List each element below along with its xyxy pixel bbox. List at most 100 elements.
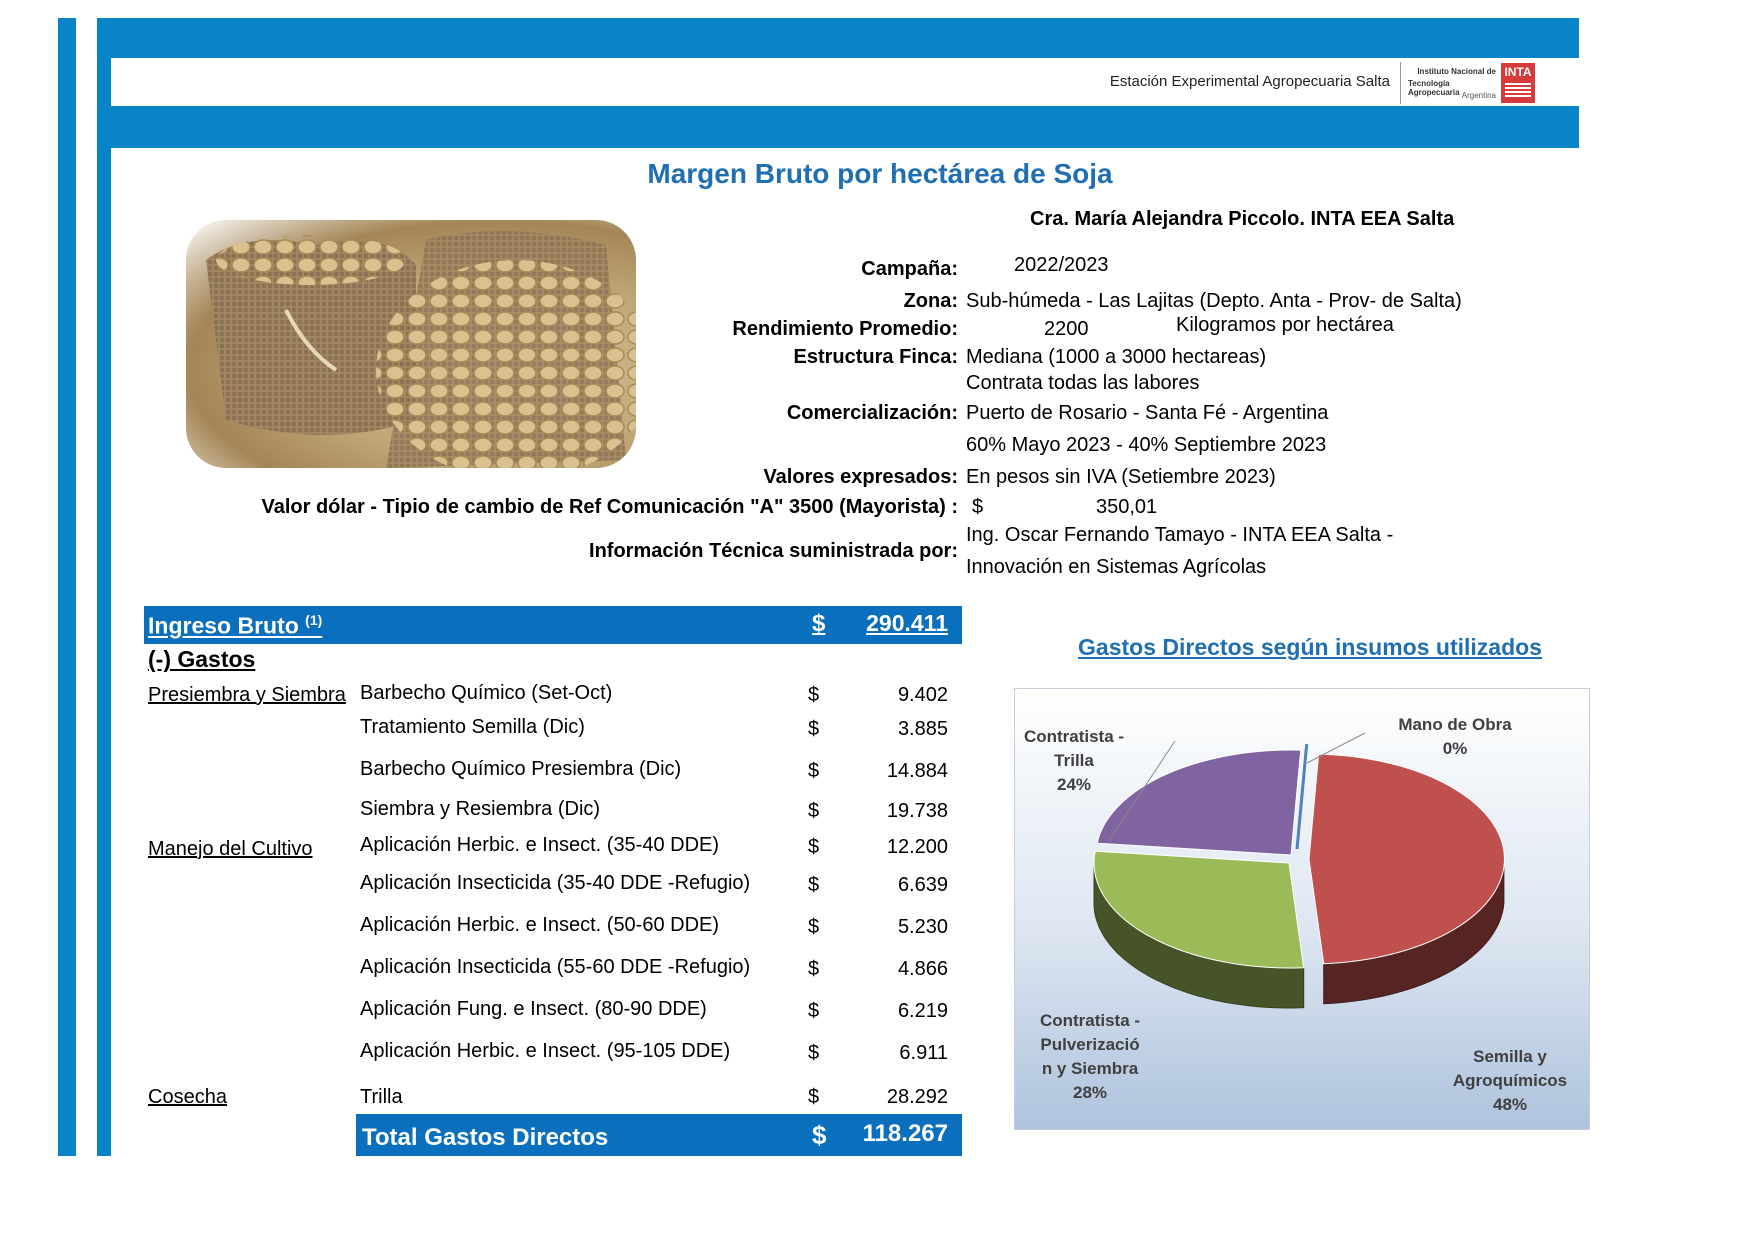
expense-item-symbol: $ (808, 1042, 820, 1064)
expense-item-label: Siembra y Resiembra (Dic) (360, 798, 601, 820)
gastos-heading: (-) Gastos (148, 646, 256, 672)
expense-item-label: Aplicación Herbic. e Insect. (50-60 DDE) (360, 914, 720, 936)
category-manejo: Manejo del Cultivo (148, 838, 313, 860)
expense-item-symbol: $ (808, 800, 820, 822)
expense-item-symbol: $ (808, 718, 820, 740)
ingreso-bruto-value: 290.411 (866, 610, 948, 636)
pie-slice (1295, 743, 1309, 850)
expense-item-symbol: $ (808, 1086, 820, 1108)
header-bottom-bar (97, 106, 1579, 148)
expense-item-value: 3.885 (897, 718, 948, 740)
tecnica-label: Información Técnica suministrada por: (589, 540, 958, 562)
valores-label: Valores expresados: (763, 466, 958, 488)
expense-item-symbol: $ (808, 916, 820, 938)
expense-item-value: 9.402 (897, 684, 948, 706)
total-gastos-bar: Total Gastos Directos $ 118.267 (356, 1114, 962, 1156)
expense-item-label: Aplicación Herbic. e Insect. (35-40 DDE) (360, 834, 720, 856)
left-border-bar-outer (58, 18, 76, 1156)
pie-slice (1093, 850, 1305, 969)
chart-title: Gastos Directos según insumos utilizados (1078, 634, 1542, 660)
expense-item-label: Tratamiento Semilla (Dic) (360, 716, 585, 738)
soybean-sacks-photo (186, 220, 636, 468)
comercializacion-value-1: Puerto de Rosario - Santa Fé - Argentina (966, 402, 1329, 424)
expense-item-label: Aplicación Herbic. e Insect. (95-105 DDE… (360, 1040, 731, 1062)
category-presiembra: Presiembra y Siembra (148, 684, 346, 706)
expense-item-label: Trilla (360, 1086, 403, 1108)
inta-logo-mark-text: INTA (1504, 65, 1532, 79)
expense-item-label: Barbecho Químico Presiembra (Dic) (360, 758, 682, 780)
campana-label: Campaña: (861, 258, 958, 280)
pie-leader-line (1109, 740, 1176, 840)
valores-value: En pesos sin IVA (Setiembre 2023) (966, 466, 1276, 488)
expense-item-value: 12.200 (886, 836, 948, 858)
header-divider (1400, 62, 1401, 104)
expense-item-label: Aplicación Insecticida (35-40 DDE -Refug… (360, 872, 751, 894)
pie-slice (1308, 753, 1505, 965)
pie-label-line: 48% (1492, 1095, 1528, 1114)
expense-item-value: 6.911 (899, 1042, 948, 1064)
logo-text-line-2: Tecnología Agropecuaria (1408, 79, 1460, 97)
logo-text-line-1: Instituto Nacional de (1417, 67, 1496, 76)
pie-label-line: 0% (1442, 739, 1468, 758)
ingreso-bruto-footnote: (1) (305, 612, 323, 628)
pie-chart-panel: Contratista - Trilla 24% Mano de Obra 0%… (1014, 688, 1590, 1130)
rendimiento-unit: Kilogramos por hectárea (1176, 314, 1394, 336)
zona-value: Sub-húmeda - Las Lajitas (Depto. Anta - … (966, 290, 1462, 312)
dolar-value: 350,01 (1096, 496, 1158, 518)
expense-item-value: 5.230 (897, 916, 948, 938)
comercializacion-value-2: 60% Mayo 2023 - 40% Septiembre 2023 (966, 434, 1327, 456)
header-station-name: Estación Experimental Agropecuaria Salta (1109, 73, 1390, 90)
pie-label-line: n y Siembra (1041, 1059, 1139, 1078)
pie-label-semilla: Semilla y Agroquímicos 48% (1445, 1045, 1575, 1117)
inta-logo-stripes (1505, 83, 1531, 99)
page-title: Margen Bruto por hectárea de Soja (647, 158, 1113, 189)
header-top-bar (97, 18, 1579, 58)
left-border-bar-inner (97, 18, 111, 1156)
comercializacion-label: Comercialización: (786, 402, 958, 424)
expense-item-label: Aplicación Insecticida (55-60 DDE -Refug… (360, 956, 751, 978)
expense-item-value: 4.866 (897, 958, 948, 980)
zona-label: Zona: (903, 290, 958, 312)
expense-item-label: Barbecho Químico (Set-Oct) (360, 682, 613, 704)
author: Cra. María Alejandra Piccolo. INTA EEA S… (1030, 208, 1455, 230)
expense-item-symbol: $ (808, 874, 820, 896)
category-cosecha: Cosecha (148, 1086, 227, 1108)
pie-label-line: Contratista - (1039, 1011, 1141, 1030)
inta-logo: Instituto Nacional de Tecnología Agropec… (1408, 62, 1538, 104)
ingreso-bruto-bar: Ingreso Bruto (1) $ 290.411 (144, 606, 962, 644)
estructura-value-2: Contrata todas las labores (966, 372, 1200, 394)
pie-slice (1096, 749, 1302, 856)
expense-item-value: 28.292 (886, 1086, 948, 1108)
expense-item-symbol: $ (808, 836, 820, 858)
expense-item-symbol: $ (808, 958, 820, 980)
pie-label-pulverizacion: Contratista - Pulverizació n y Siembra 2… (1035, 1009, 1145, 1105)
rendimiento-label: Rendimiento Promedio: (732, 318, 958, 340)
expense-item-symbol: $ (808, 684, 820, 706)
expense-item-value: 6.639 (897, 874, 948, 896)
ingreso-bruto-text: Ingreso Bruto (148, 612, 299, 639)
expense-item-symbol: $ (808, 760, 820, 782)
pie-leader-line (1306, 732, 1366, 764)
pie-label-line: 24% (1056, 775, 1092, 794)
expense-item-symbol: $ (808, 1000, 820, 1022)
estructura-value-1: Mediana (1000 a 3000 hectareas) (966, 346, 1267, 368)
expense-item-value: 14.884 (886, 760, 948, 782)
pie-label-trilla: Contratista - Trilla 24% (1019, 725, 1129, 797)
pie-label-line: Agroquímicos (1452, 1071, 1568, 1090)
estructura-label: Estructura Finca: (793, 346, 958, 368)
inta-logo-mark: INTA (1500, 62, 1536, 104)
campana-value: 2022/2023 (1014, 254, 1109, 276)
total-gastos-value: 118.267 (862, 1120, 948, 1147)
tecnica-value-2: Innovación en Sistemas Agrícolas (966, 556, 1267, 578)
dolar-label: Valor dólar - Tipio de cambio de Ref Com… (261, 496, 958, 518)
total-gastos-symbol: $ (812, 1120, 827, 1150)
total-gastos-label: Total Gastos Directos (362, 1124, 609, 1151)
dolar-symbol: $ (972, 496, 984, 518)
expense-item-value: 19.738 (886, 800, 948, 822)
pie-chart (1093, 732, 1505, 1009)
pie-label-line: Mano de Obra (1398, 715, 1512, 734)
pie-label-line: Pulverizació (1040, 1035, 1140, 1054)
pie-label-line: Trilla (1054, 751, 1094, 770)
soybean-illustration (206, 231, 636, 468)
ingreso-bruto-symbol: $ (812, 610, 826, 637)
